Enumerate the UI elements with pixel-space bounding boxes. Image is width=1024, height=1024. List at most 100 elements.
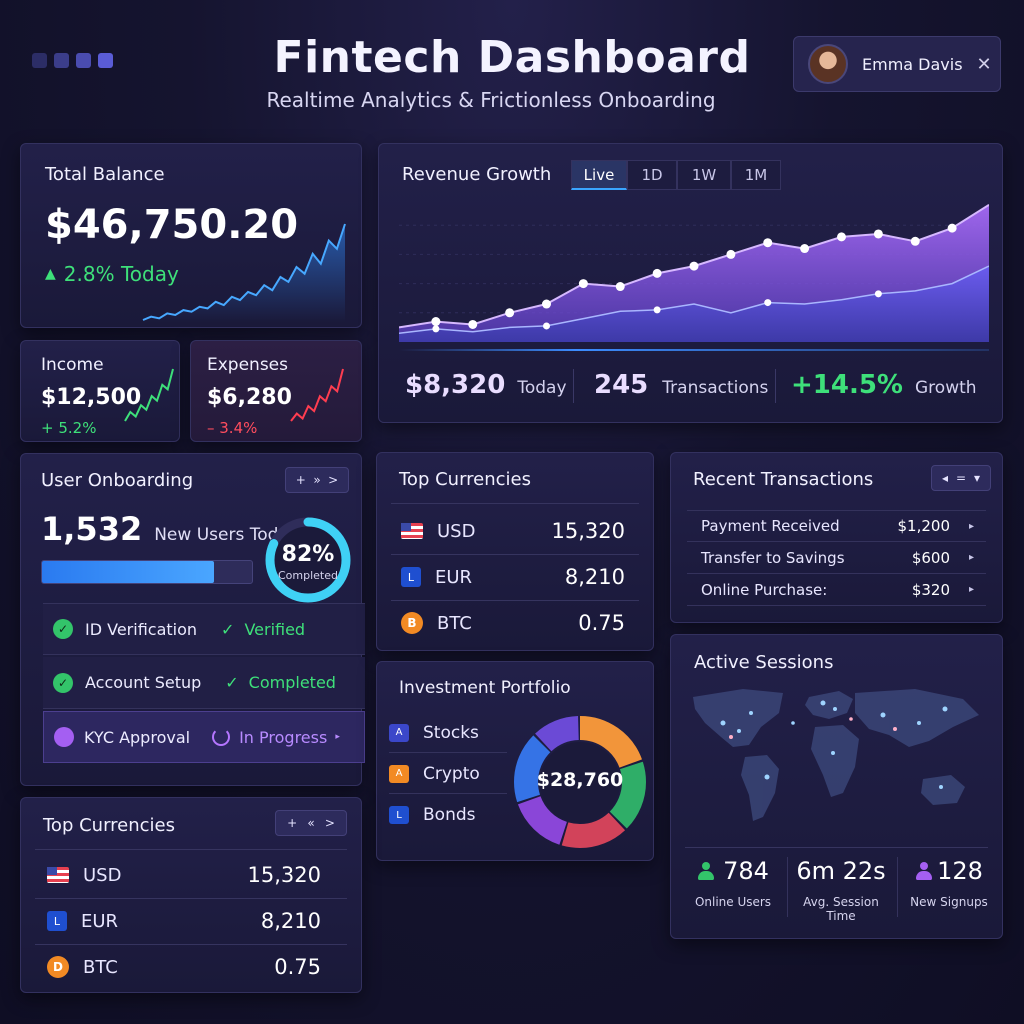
transaction-row[interactable]: Transfer to Savings $600 ▸ bbox=[687, 542, 986, 574]
caret-left-icon[interactable]: ◂ bbox=[941, 471, 948, 485]
transactions-title: Recent Transactions bbox=[693, 469, 874, 490]
session-dots bbox=[720, 700, 948, 789]
transaction-row[interactable]: Payment Received $1,200 ▸ bbox=[687, 510, 986, 542]
data-point-upper[interactable] bbox=[578, 279, 588, 289]
plus-icon[interactable]: + bbox=[295, 473, 306, 487]
currency-code: EUR bbox=[435, 566, 473, 588]
user-name: Emma Davis bbox=[862, 54, 963, 74]
asia bbox=[855, 689, 979, 747]
data-point-lower[interactable] bbox=[543, 322, 550, 330]
avatar bbox=[808, 44, 848, 84]
data-point-upper[interactable] bbox=[431, 317, 441, 327]
income-sparkline bbox=[124, 368, 174, 422]
legend-stocks: A Stocks bbox=[389, 713, 507, 753]
row-divider bbox=[391, 554, 639, 555]
title-divider bbox=[35, 849, 347, 850]
data-point-upper[interactable] bbox=[837, 232, 846, 242]
currency-row-eur[interactable]: L EUR 8,210 bbox=[21, 898, 361, 944]
data-point-lower[interactable] bbox=[653, 306, 661, 314]
transaction-amount: $320 bbox=[911, 580, 950, 599]
data-point-upper[interactable] bbox=[468, 319, 478, 329]
data-point-upper[interactable] bbox=[763, 238, 773, 248]
transaction-amount: $600 bbox=[911, 548, 950, 567]
donut-segment[interactable] bbox=[514, 716, 646, 848]
data-point-upper[interactable] bbox=[910, 236, 920, 246]
currency-value: 15,320 bbox=[247, 863, 321, 887]
chevron-right-icon[interactable]: > bbox=[324, 816, 335, 830]
transaction-row[interactable]: Online Purchase: $320 ▸ bbox=[687, 574, 986, 606]
data-point-lower[interactable] bbox=[874, 290, 882, 298]
data-point-lower[interactable] bbox=[764, 299, 772, 307]
user-onboarding-card: User Onboarding + » > 1,532 New Users To… bbox=[20, 453, 365, 786]
chevron-right-icon[interactable]: > bbox=[328, 473, 339, 487]
data-point-upper[interactable] bbox=[505, 308, 515, 318]
transaction-label: Payment Received bbox=[701, 517, 840, 535]
row-divider bbox=[35, 944, 347, 945]
data-point-upper[interactable] bbox=[726, 249, 736, 259]
sparkline-line bbox=[142, 223, 346, 321]
data-point-upper[interactable] bbox=[947, 223, 957, 233]
top-currencies-title: Top Currencies bbox=[43, 815, 175, 836]
data-point-upper[interactable] bbox=[689, 261, 699, 271]
data-point-upper[interactable] bbox=[542, 299, 551, 309]
close-icon[interactable]: ✕ bbox=[976, 53, 992, 75]
check-circle-icon: ✓ bbox=[53, 672, 73, 693]
new-signups-value: 128 bbox=[937, 857, 983, 885]
step-status: Verified bbox=[244, 619, 306, 639]
onboarding-controls: + » > bbox=[285, 467, 349, 493]
menu-icon[interactable]: = bbox=[955, 471, 967, 485]
donut-segment[interactable] bbox=[514, 716, 646, 848]
bonds-icon: L bbox=[389, 806, 409, 824]
legend-bonds: L Bonds bbox=[389, 795, 507, 835]
data-point-upper[interactable] bbox=[652, 268, 662, 278]
income-card: Income $12,500 + 5.2% bbox=[20, 340, 180, 442]
expenses-title: Expenses bbox=[207, 355, 288, 375]
tab-1d[interactable]: 1D bbox=[627, 160, 677, 190]
currency-row-btc[interactable]: B BTC 0.75 bbox=[377, 600, 653, 646]
total-balance-sparkline bbox=[142, 223, 346, 322]
currency-row-usd[interactable]: USD 15,320 bbox=[377, 508, 653, 554]
step-label: ID Verification bbox=[85, 619, 198, 639]
total-balance-change: ▲ 2.8% Today bbox=[45, 262, 179, 286]
currency-row-btc[interactable]: D BTC 0.75 bbox=[21, 944, 361, 990]
tab-1m[interactable]: 1M bbox=[731, 160, 781, 190]
donut-segment[interactable] bbox=[514, 716, 646, 848]
bitcoin-icon: B bbox=[401, 612, 423, 634]
total-balance-change-text: 2.8% Today bbox=[63, 262, 179, 286]
plus-icon[interactable]: + bbox=[287, 816, 298, 830]
euro-icon: L bbox=[47, 911, 67, 931]
us-flag-icon bbox=[47, 867, 69, 883]
europe bbox=[805, 691, 853, 719]
collapse-icon[interactable]: « bbox=[307, 816, 315, 830]
currency-value: 0.75 bbox=[274, 955, 321, 979]
page-title: Fintech Dashboard bbox=[273, 32, 751, 83]
currency-code: USD bbox=[83, 864, 122, 886]
user-chip[interactable]: Emma Davis ✕ bbox=[793, 36, 1001, 92]
chevron-icon[interactable]: ▸ bbox=[968, 584, 974, 595]
sparkline-area bbox=[143, 224, 345, 322]
tab-1w[interactable]: 1W bbox=[677, 160, 731, 190]
online-users-stat: 784 Online Users bbox=[681, 857, 785, 909]
australia bbox=[921, 775, 965, 805]
avg-session-label: Avg. Session Time bbox=[803, 895, 879, 923]
expand-icon[interactable]: » bbox=[313, 473, 321, 487]
expenses-sparkline bbox=[290, 368, 344, 422]
data-point-upper[interactable] bbox=[615, 282, 625, 292]
sessions-title: Active Sessions bbox=[694, 652, 834, 673]
south-america bbox=[741, 755, 779, 821]
chevron-icon[interactable]: ▸ bbox=[968, 552, 974, 563]
data-point-lower[interactable] bbox=[432, 325, 440, 333]
currency-row-usd[interactable]: USD 15,320 bbox=[21, 852, 361, 898]
chevron-icon[interactable]: ▸ bbox=[968, 520, 974, 532]
revenue-transactions-label: Transactions bbox=[662, 378, 769, 398]
title-divider bbox=[391, 503, 639, 504]
data-point-upper[interactable] bbox=[873, 229, 883, 239]
donut-segment[interactable] bbox=[514, 716, 646, 848]
caret-down-icon[interactable]: ▾ bbox=[973, 471, 980, 485]
world-map bbox=[693, 689, 979, 821]
tab-live[interactable]: Live bbox=[571, 160, 627, 190]
revenue-growth-card: Revenue Growth Live 1D 1W 1M $8,320 Toda… bbox=[378, 143, 1003, 423]
currency-row-eur[interactable]: L EUR 8,210 bbox=[377, 554, 653, 600]
currency-code: USD bbox=[437, 520, 476, 542]
data-point-upper[interactable] bbox=[800, 244, 810, 254]
